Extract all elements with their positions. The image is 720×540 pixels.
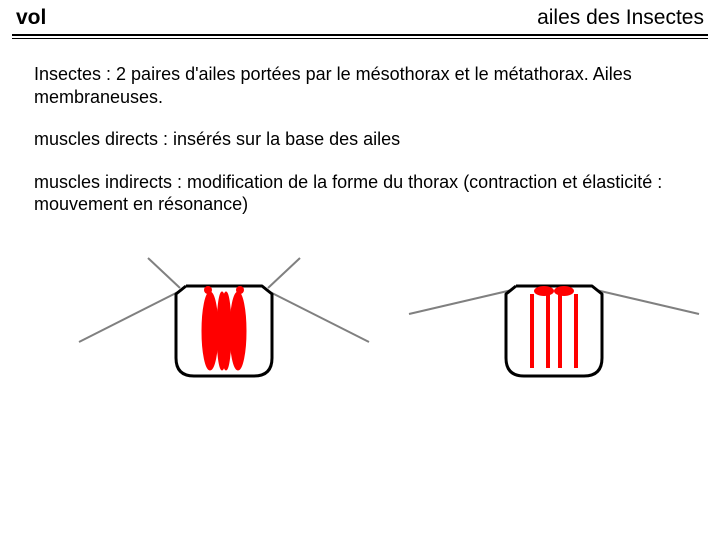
thorax-diagram-left <box>74 236 374 406</box>
header: vol ailes des Insectes <box>0 0 720 32</box>
header-left-title: vol <box>16 6 46 29</box>
paragraph-direct-muscles: muscles directs : insérés sur la base de… <box>34 128 686 151</box>
figure-area <box>34 236 686 466</box>
content-area: Insectes : 2 paires d'ailes portées par … <box>0 39 720 466</box>
header-right-title: ailes des Insectes <box>537 6 704 30</box>
header-rule-thick <box>12 34 708 36</box>
paragraph-intro: Insectes : 2 paires d'ailes portées par … <box>34 63 686 108</box>
paragraph-indirect-muscles: muscles indirects : modification de la f… <box>34 171 686 216</box>
thorax-diagram-right <box>404 236 704 406</box>
